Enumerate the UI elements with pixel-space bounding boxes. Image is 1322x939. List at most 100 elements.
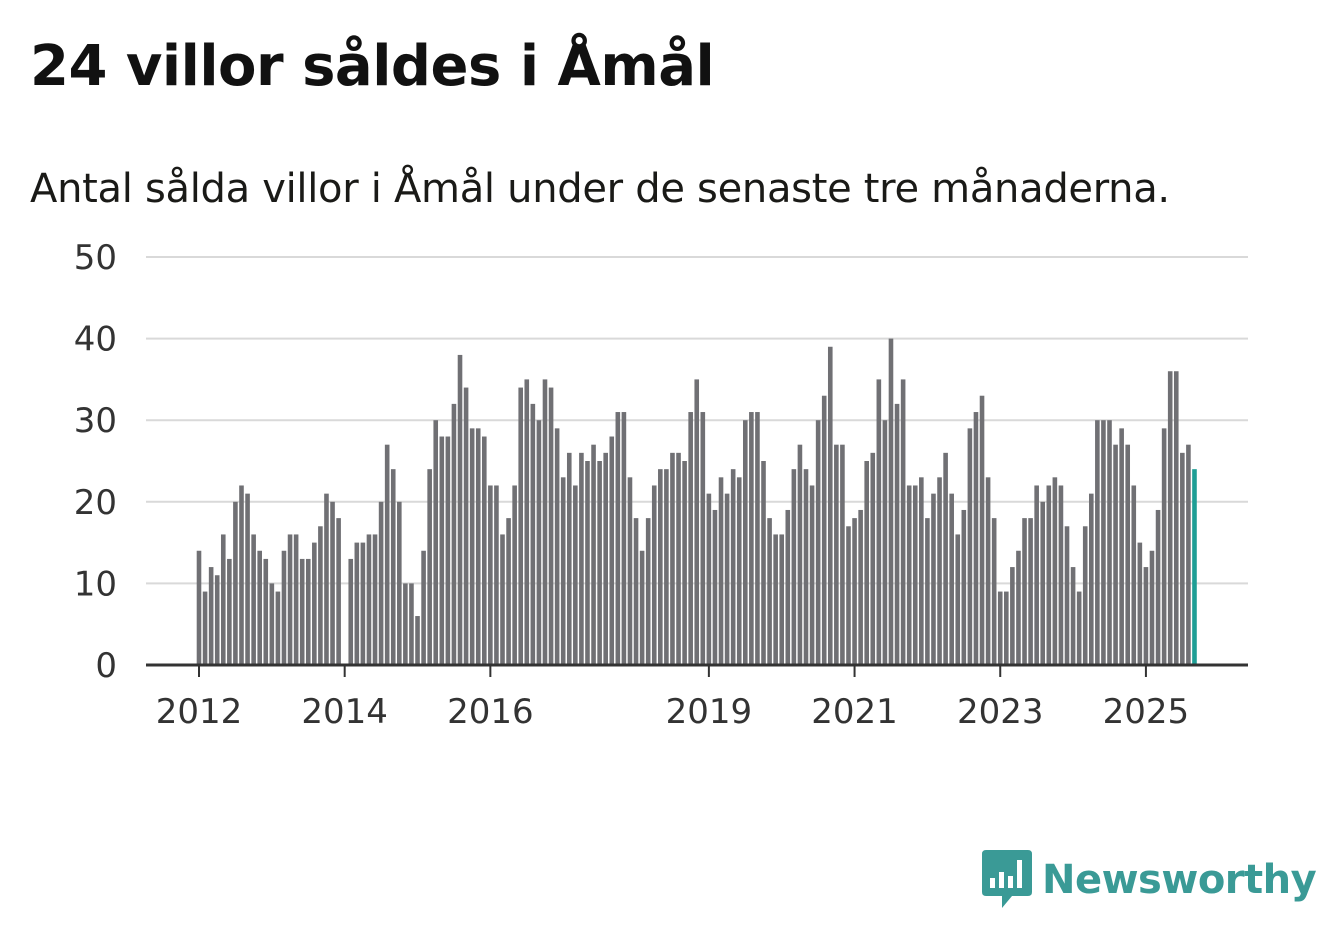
bar	[299, 558, 305, 665]
bar	[384, 444, 390, 665]
bar	[1119, 428, 1124, 665]
bar	[767, 518, 772, 665]
bar	[542, 379, 548, 665]
bar	[943, 452, 948, 665]
bar	[749, 412, 754, 665]
x-tick-label: 2016	[447, 692, 534, 732]
bar	[1076, 591, 1082, 665]
bar	[585, 461, 590, 665]
bar	[882, 420, 888, 665]
bar	[196, 550, 202, 665]
bar	[925, 518, 930, 665]
bar	[1004, 591, 1009, 665]
bar	[239, 485, 244, 665]
bar	[894, 403, 900, 665]
bar	[536, 420, 542, 665]
bar	[1173, 371, 1179, 665]
bar	[372, 534, 378, 665]
bar	[846, 526, 851, 665]
bar	[1167, 371, 1173, 665]
bar	[682, 461, 687, 665]
bar	[779, 534, 785, 665]
bar	[597, 461, 602, 665]
bar	[1016, 550, 1021, 665]
bar	[743, 420, 748, 665]
bar	[700, 412, 706, 665]
bar	[1010, 567, 1015, 665]
bar	[815, 420, 821, 665]
bar	[324, 493, 329, 665]
x-tick-label: 2019	[666, 692, 753, 732]
bar	[609, 436, 615, 665]
bar	[615, 412, 621, 665]
bar	[281, 550, 287, 665]
bar	[1180, 452, 1185, 665]
bar	[858, 509, 863, 665]
bar	[566, 452, 572, 665]
bar	[500, 534, 505, 665]
bar	[639, 550, 645, 665]
bar	[475, 428, 481, 665]
bar	[227, 558, 232, 665]
annotation-label: 24	[1180, 0, 1223, 9]
bars	[196, 338, 1197, 665]
bar	[967, 428, 973, 665]
bar	[275, 591, 281, 665]
bar	[360, 542, 366, 665]
y-tick-label: 20	[74, 483, 117, 523]
bar	[949, 493, 954, 665]
bar-latest	[1192, 469, 1197, 665]
chart-subtitle: Antal sålda villor i Åmål under de senas…	[30, 166, 1170, 212]
y-tick-label: 30	[74, 401, 117, 441]
bar	[676, 452, 681, 665]
bar	[773, 534, 778, 665]
bar	[1143, 567, 1149, 665]
bar	[506, 518, 511, 665]
bar	[791, 469, 797, 665]
bar	[439, 436, 445, 665]
bar	[518, 387, 524, 665]
bar	[390, 469, 396, 665]
bar	[1113, 444, 1118, 665]
bar	[1046, 485, 1052, 665]
bar	[900, 379, 906, 665]
y-axis-ticks: 0 10 20 30 40 50	[74, 238, 117, 686]
bar	[512, 485, 517, 665]
bar	[840, 444, 845, 665]
bar	[354, 542, 360, 665]
bar	[208, 567, 214, 665]
bar	[451, 403, 457, 665]
bar	[427, 469, 432, 665]
bar	[694, 379, 700, 665]
bar	[633, 518, 639, 665]
bar	[664, 469, 669, 665]
bar	[937, 477, 942, 665]
bar	[888, 338, 894, 665]
brand-name: Newsworthy	[1042, 857, 1317, 903]
newsworthy-logo: Newsworthy	[982, 850, 1317, 910]
bar	[554, 428, 560, 665]
bar	[433, 420, 439, 665]
bar	[481, 436, 487, 665]
bar	[245, 493, 250, 665]
y-tick-label: 50	[74, 238, 117, 278]
bar	[852, 518, 857, 665]
bar	[821, 395, 827, 665]
bar	[621, 412, 627, 665]
bar	[378, 501, 384, 665]
bar	[263, 558, 269, 665]
bar	[348, 558, 354, 665]
bar	[1028, 518, 1033, 665]
bar	[876, 379, 882, 665]
bar	[1052, 477, 1058, 665]
bar	[603, 452, 608, 665]
bar	[469, 428, 475, 665]
x-tick-label: 2014	[301, 692, 388, 732]
bar	[1161, 428, 1167, 665]
bar	[1137, 542, 1143, 665]
bar	[1186, 444, 1191, 665]
bar	[912, 485, 918, 665]
bar	[397, 501, 402, 665]
bar	[287, 534, 293, 665]
bar	[785, 509, 791, 665]
